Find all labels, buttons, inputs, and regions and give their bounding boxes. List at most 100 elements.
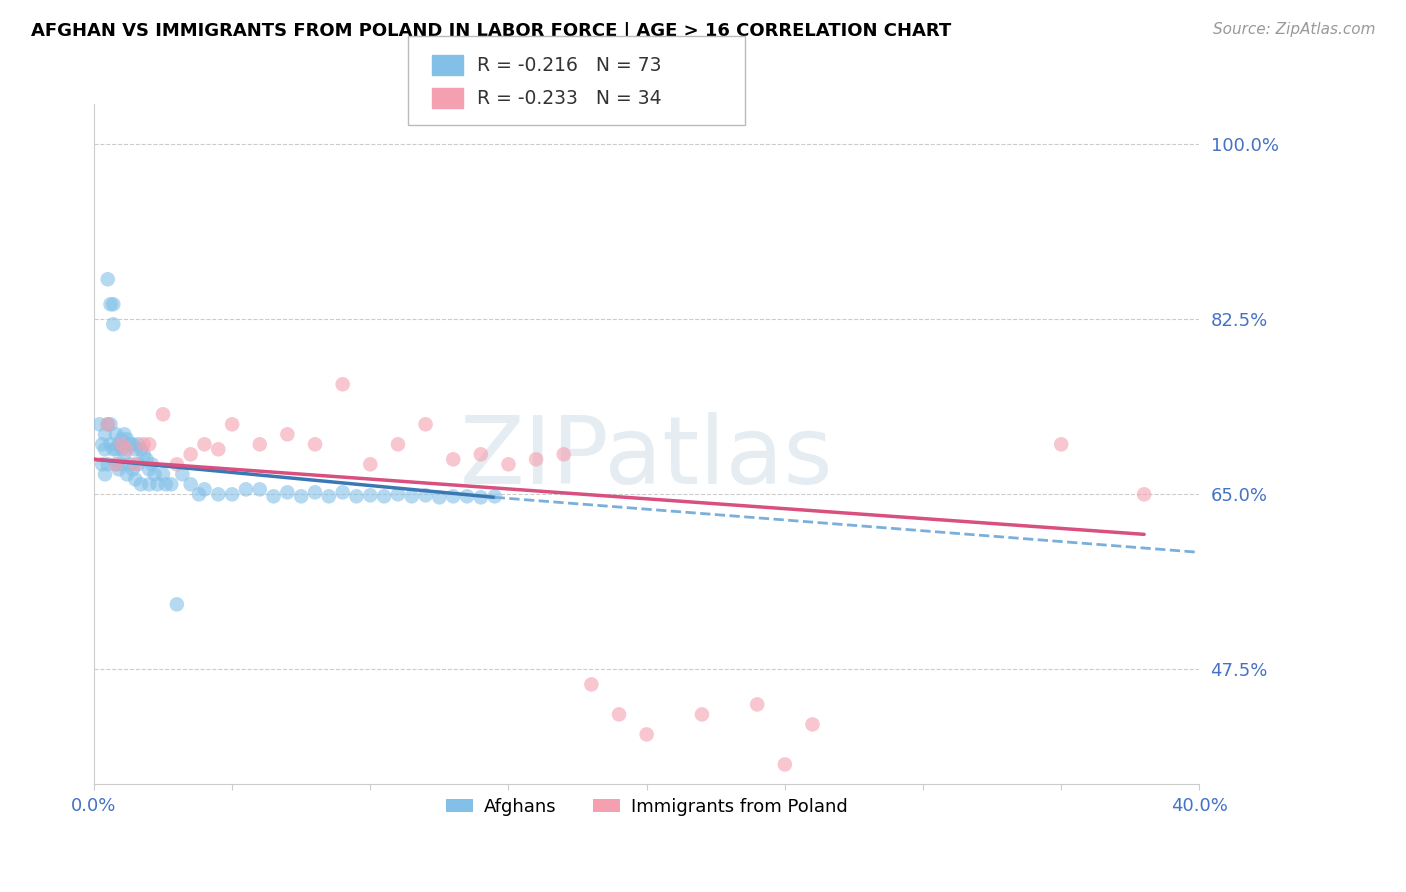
Point bbox=[127, 458, 149, 472]
Point bbox=[110, 433, 132, 447]
Point bbox=[607, 707, 630, 722]
Point bbox=[97, 417, 120, 432]
Text: R = -0.216   N = 73: R = -0.216 N = 73 bbox=[477, 55, 661, 75]
Point bbox=[401, 489, 423, 503]
Point bbox=[498, 458, 520, 472]
Point bbox=[135, 452, 157, 467]
Point bbox=[263, 489, 285, 503]
Point bbox=[193, 437, 215, 451]
Point bbox=[110, 437, 132, 451]
Point bbox=[636, 727, 658, 741]
Point bbox=[332, 377, 354, 392]
Point bbox=[110, 442, 132, 457]
Point bbox=[166, 598, 188, 612]
Text: AFGHAN VS IMMIGRANTS FROM POLAND IN LABOR FORCE | AGE > 16 CORRELATION CHART: AFGHAN VS IMMIGRANTS FROM POLAND IN LABO… bbox=[31, 22, 952, 40]
Point bbox=[124, 442, 146, 457]
Point bbox=[581, 677, 603, 691]
Point bbox=[801, 717, 824, 731]
Point bbox=[110, 458, 132, 472]
Point bbox=[249, 483, 271, 497]
Point bbox=[89, 417, 111, 432]
Point bbox=[138, 462, 160, 476]
Point bbox=[747, 698, 769, 712]
Point bbox=[553, 447, 575, 461]
Point bbox=[115, 442, 138, 457]
Point bbox=[207, 487, 229, 501]
Point bbox=[132, 437, 155, 451]
Point bbox=[138, 437, 160, 451]
Point bbox=[470, 491, 492, 505]
Point bbox=[373, 489, 395, 503]
Point bbox=[180, 447, 202, 461]
Point bbox=[221, 417, 243, 432]
Point bbox=[484, 489, 506, 503]
Point bbox=[290, 489, 312, 503]
Point bbox=[94, 467, 117, 482]
Point bbox=[249, 437, 271, 451]
Point bbox=[103, 442, 125, 457]
Point bbox=[105, 458, 128, 472]
Point bbox=[100, 437, 122, 451]
Point bbox=[773, 757, 796, 772]
Point bbox=[441, 452, 464, 467]
Point bbox=[207, 442, 229, 457]
Point bbox=[132, 447, 155, 461]
Point bbox=[112, 427, 135, 442]
Point bbox=[172, 467, 194, 482]
Point bbox=[115, 433, 138, 447]
Point bbox=[332, 485, 354, 500]
Point bbox=[105, 442, 128, 457]
Point bbox=[441, 489, 464, 503]
Point bbox=[97, 458, 120, 472]
Point bbox=[100, 417, 122, 432]
Point bbox=[387, 437, 409, 451]
Point bbox=[304, 437, 326, 451]
Point bbox=[103, 297, 125, 311]
Point bbox=[221, 487, 243, 501]
Point bbox=[124, 472, 146, 486]
Point bbox=[129, 442, 152, 457]
Point bbox=[235, 483, 257, 497]
Point bbox=[146, 477, 169, 491]
Point bbox=[152, 407, 174, 421]
Point bbox=[112, 447, 135, 461]
Point bbox=[359, 458, 381, 472]
Point bbox=[91, 458, 114, 472]
Point bbox=[127, 437, 149, 451]
Point bbox=[97, 272, 120, 286]
Point bbox=[318, 489, 340, 503]
Point bbox=[155, 477, 177, 491]
Point bbox=[103, 318, 125, 332]
Text: R = -0.233   N = 34: R = -0.233 N = 34 bbox=[477, 88, 661, 108]
Text: Source: ZipAtlas.com: Source: ZipAtlas.com bbox=[1212, 22, 1375, 37]
Point bbox=[160, 477, 183, 491]
Point bbox=[415, 488, 437, 502]
Point bbox=[276, 427, 298, 442]
Point bbox=[276, 485, 298, 500]
Point bbox=[124, 458, 146, 472]
Point bbox=[143, 467, 166, 482]
Point bbox=[387, 487, 409, 501]
Point bbox=[429, 491, 451, 505]
Point bbox=[105, 458, 128, 472]
Text: ZIPatlas: ZIPatlas bbox=[460, 412, 834, 504]
Point bbox=[94, 442, 117, 457]
Point bbox=[97, 417, 120, 432]
Point bbox=[138, 477, 160, 491]
Point bbox=[129, 477, 152, 491]
Point bbox=[121, 437, 143, 451]
Point bbox=[690, 707, 713, 722]
Point bbox=[415, 417, 437, 432]
Point bbox=[91, 437, 114, 451]
Point bbox=[1133, 487, 1156, 501]
Point bbox=[456, 489, 478, 503]
Point bbox=[105, 427, 128, 442]
Point bbox=[304, 485, 326, 500]
Point bbox=[346, 489, 368, 503]
Point bbox=[141, 458, 163, 472]
Point bbox=[94, 427, 117, 442]
Legend: Afghans, Immigrants from Poland: Afghans, Immigrants from Poland bbox=[439, 790, 855, 823]
Point bbox=[100, 297, 122, 311]
Point bbox=[187, 487, 209, 501]
Point bbox=[152, 467, 174, 482]
